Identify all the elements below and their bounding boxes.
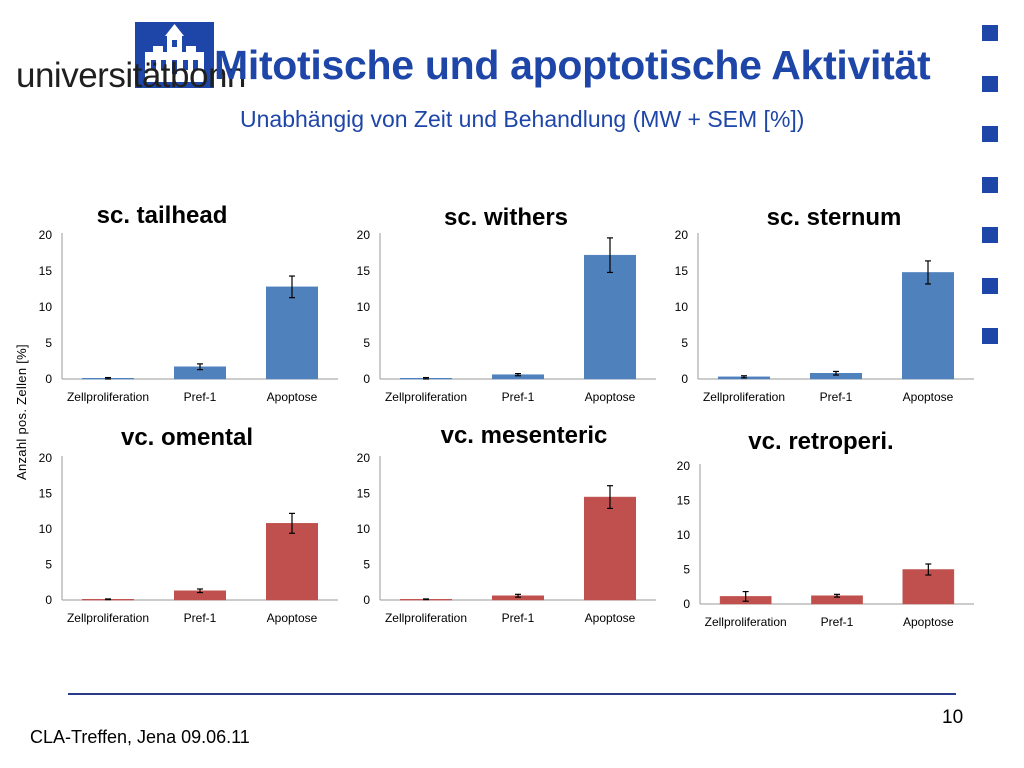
category-label: Pref-1 (820, 390, 853, 404)
decorative-square-icon (982, 277, 998, 294)
bar (583, 496, 637, 601)
category-label: Zellproliferation (703, 390, 785, 404)
y-tick-label: 20 (675, 228, 689, 242)
chart-vc-mesenteric: vc. mesenteric 0 5 10 15 20 Zellproliferation P… (357, 422, 656, 625)
y-tick-label: 15 (39, 487, 53, 501)
y-tick-label: 20 (357, 451, 371, 465)
decorative-square-icon (982, 176, 998, 193)
y-tick-label: 15 (357, 487, 371, 501)
chart-title: vc. mesenteric (441, 422, 608, 449)
page-subtitle: Unabhängig von Zeit und Behandlung (MW +… (240, 106, 805, 132)
chart-title: vc. omental (121, 424, 253, 451)
category-label: Apoptose (585, 611, 636, 625)
logo-text-universitaet: universität (16, 56, 171, 95)
y-tick-label: 0 (683, 597, 690, 611)
y-tick-label: 10 (675, 300, 689, 314)
chart-sc-withers: sc. withers 0 5 10 15 20 Zellproliferation Pref… (357, 204, 656, 404)
y-tick-label: 5 (45, 336, 52, 350)
chart-title: sc. withers (444, 204, 568, 231)
chart-vc-retroperi: vc. retroperi. 0 5 10 15 20 Zellproliferation P… (677, 428, 974, 629)
chart-title: sc. tailhead (97, 202, 228, 229)
bar (265, 523, 319, 601)
y-tick-label: 20 (677, 459, 691, 473)
category-label: Apoptose (585, 390, 636, 404)
category-label: Zellproliferation (385, 611, 467, 625)
page-title: Mitotische und apoptotische Aktivität (214, 42, 931, 88)
footer-text: CLA-Treffen, Jena 09.06.11 (30, 727, 250, 747)
y-tick-label: 0 (363, 372, 370, 386)
category-label: Zellproliferation (385, 390, 467, 404)
decorative-square-icon (982, 328, 998, 344)
logo-wordmark: universitätbonn (16, 56, 246, 96)
category-label: Pref-1 (184, 611, 217, 625)
logo-building-icon (135, 22, 214, 88)
category-label: Zellproliferation (705, 615, 787, 629)
y-tick-label: 15 (39, 264, 53, 278)
chart-sc-tailhead: sc. tailhead 0 5 10 15 20 Zellproliferation Pre… (39, 202, 338, 404)
category-label: Zellproliferation (67, 611, 149, 625)
decorative-square-icon (982, 126, 998, 142)
chart-title: vc. retroperi. (748, 428, 893, 455)
y-tick-label: 10 (357, 522, 371, 536)
y-tick-label: 0 (681, 372, 688, 386)
decorative-square-icon (982, 75, 998, 92)
y-tick-label: 5 (363, 558, 370, 572)
category-label: Zellproliferation (67, 390, 149, 404)
page-number: 10 (942, 707, 964, 728)
y-tick-label: 10 (357, 300, 371, 314)
category-label: Apoptose (903, 615, 954, 629)
y-axis-label-text: Anzahl pos. Zellen [%] (14, 344, 29, 480)
y-tick-label: 5 (45, 558, 52, 572)
category-label: Pref-1 (502, 611, 535, 625)
category-label: Pref-1 (502, 390, 535, 404)
y-tick-label: 0 (45, 372, 52, 386)
y-tick-label: 10 (39, 522, 53, 536)
y-tick-label: 5 (681, 336, 688, 350)
chart-sc-sternum: sc. sternum 0 5 10 15 20 Zellproliferation Pref… (675, 204, 974, 404)
bar (901, 272, 955, 380)
logo-text-bonn: bonn (170, 56, 246, 95)
y-tick-label: 10 (39, 300, 53, 314)
category-label: Pref-1 (184, 390, 217, 404)
bar (583, 254, 637, 380)
y-tick-label: 10 (677, 528, 691, 542)
category-label: Apoptose (267, 390, 318, 404)
category-label: Apoptose (903, 390, 954, 404)
chart-vc-omental: vc. omental 0 5 10 15 20 Zellproliferation Pref… (39, 424, 338, 625)
decorative-square-icon (982, 227, 998, 243)
y-tick-label: 0 (363, 593, 370, 607)
bar (265, 286, 319, 380)
decorative-square-icon (982, 25, 998, 41)
footer-divider (68, 693, 956, 695)
decorative-square-column (982, 25, 998, 379)
y-tick-label: 5 (363, 336, 370, 350)
y-tick-label: 20 (39, 451, 53, 465)
y-tick-label: 20 (357, 228, 371, 242)
category-label: Apoptose (267, 611, 318, 625)
category-label: Pref-1 (821, 615, 854, 629)
university-logo: universitätbonn (14, 22, 246, 95)
y-tick-label: 15 (675, 264, 689, 278)
y-tick-label: 20 (39, 228, 53, 242)
y-tick-label: 5 (683, 563, 690, 577)
chart-title: sc. sternum (767, 204, 902, 231)
y-tick-label: 15 (677, 494, 691, 508)
y-tick-label: 15 (357, 264, 371, 278)
y-tick-label: 0 (45, 593, 52, 607)
